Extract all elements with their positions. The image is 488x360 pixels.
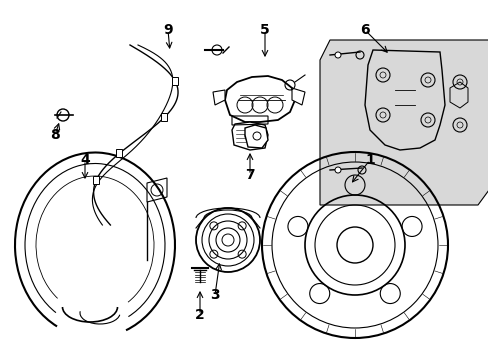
Text: 6: 6 <box>360 23 369 37</box>
Polygon shape <box>213 90 224 105</box>
Polygon shape <box>224 76 294 122</box>
Circle shape <box>334 52 340 58</box>
Text: 7: 7 <box>244 168 254 182</box>
Polygon shape <box>244 125 267 148</box>
Text: 9: 9 <box>163 23 172 37</box>
Circle shape <box>334 167 340 173</box>
Text: 2: 2 <box>195 308 204 322</box>
Text: 8: 8 <box>50 128 60 142</box>
Text: 4: 4 <box>80 153 90 167</box>
Text: 1: 1 <box>365 153 374 167</box>
Polygon shape <box>291 88 305 105</box>
Polygon shape <box>231 122 267 150</box>
Text: 5: 5 <box>260 23 269 37</box>
Bar <box>172 77 178 85</box>
Bar <box>116 149 122 157</box>
Bar <box>161 113 167 121</box>
Circle shape <box>196 208 260 272</box>
Text: 3: 3 <box>210 288 220 302</box>
Polygon shape <box>319 40 488 205</box>
Bar <box>93 176 99 184</box>
